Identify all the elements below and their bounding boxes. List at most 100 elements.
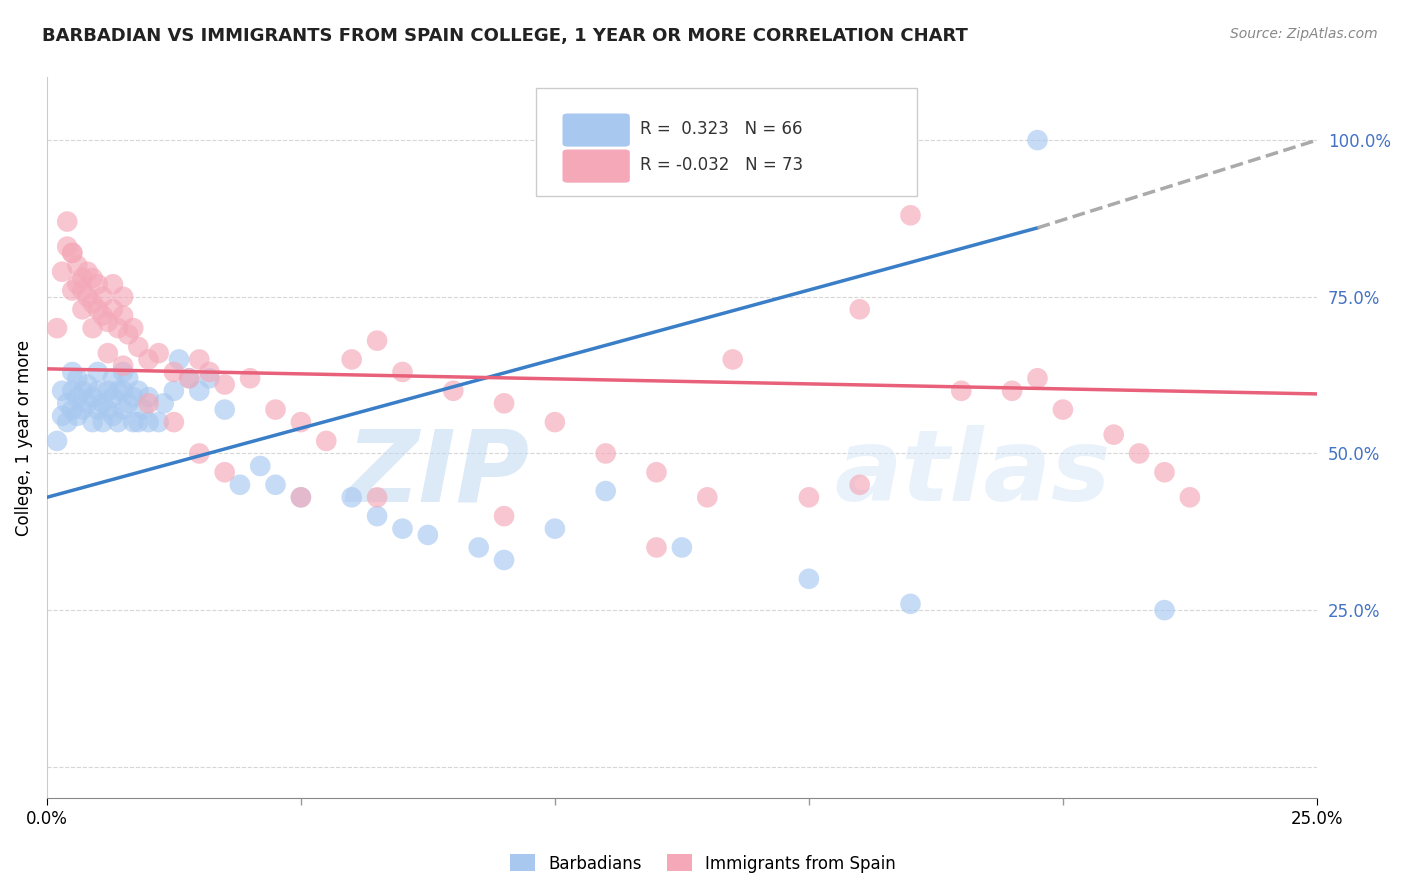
Point: [179, 371, 201, 385]
Point: [148, 346, 170, 360]
Point: [127, 340, 149, 354]
Point: [72, 284, 94, 298]
Point: [188, 446, 211, 460]
Point: [51, 265, 73, 279]
Point: [148, 415, 170, 429]
Point: [290, 491, 312, 505]
Point: [645, 465, 668, 479]
Point: [1102, 427, 1125, 442]
Point: [60, 365, 83, 379]
Y-axis label: College, 1 year or more: College, 1 year or more: [15, 340, 32, 536]
Point: [138, 352, 160, 367]
Point: [315, 434, 337, 448]
Point: [122, 321, 145, 335]
Point: [97, 315, 120, 329]
Point: [494, 553, 516, 567]
Point: [72, 302, 94, 317]
Point: [51, 384, 73, 398]
Point: [122, 390, 145, 404]
Point: [76, 377, 98, 392]
Point: [82, 321, 104, 335]
Point: [721, 352, 744, 367]
Point: [239, 371, 262, 385]
Text: atlas: atlas: [834, 425, 1111, 523]
Point: [467, 541, 489, 555]
Point: [848, 477, 870, 491]
Point: [46, 434, 69, 448]
Point: [66, 259, 89, 273]
Point: [101, 409, 124, 423]
Point: [1153, 603, 1175, 617]
Point: [138, 415, 160, 429]
Point: [595, 446, 617, 460]
Point: [56, 396, 79, 410]
Point: [1128, 446, 1150, 460]
Point: [1026, 133, 1049, 147]
Point: [290, 415, 312, 429]
Point: [132, 402, 155, 417]
Legend: Barbadians, Immigrants from Spain: Barbadians, Immigrants from Spain: [503, 847, 903, 880]
Point: [60, 384, 83, 398]
Point: [60, 246, 83, 260]
Point: [848, 302, 870, 317]
Point: [595, 484, 617, 499]
Point: [101, 371, 124, 385]
Point: [163, 365, 186, 379]
Point: [112, 309, 135, 323]
Point: [91, 396, 114, 410]
Point: [97, 384, 120, 398]
Point: [127, 415, 149, 429]
Point: [101, 302, 124, 317]
Point: [950, 384, 973, 398]
Point: [1001, 384, 1024, 398]
Point: [56, 240, 79, 254]
Point: [82, 271, 104, 285]
Text: R = -0.032   N = 73: R = -0.032 N = 73: [640, 155, 803, 174]
Point: [46, 321, 69, 335]
Point: [696, 491, 718, 505]
Point: [60, 246, 83, 260]
Point: [91, 290, 114, 304]
Point: [1178, 491, 1201, 505]
Point: [138, 390, 160, 404]
Point: [340, 491, 363, 505]
Point: [340, 352, 363, 367]
Point: [82, 390, 104, 404]
Point: [86, 302, 108, 317]
Point: [117, 396, 139, 410]
Point: [117, 327, 139, 342]
Point: [66, 277, 89, 292]
Point: [82, 415, 104, 429]
FancyBboxPatch shape: [562, 113, 630, 146]
Point: [198, 371, 221, 385]
Point: [97, 346, 120, 360]
Point: [82, 296, 104, 310]
Point: [97, 402, 120, 417]
Point: [366, 509, 388, 524]
Point: [76, 396, 98, 410]
Point: [416, 528, 439, 542]
Point: [60, 284, 83, 298]
Point: [188, 384, 211, 398]
Point: [56, 214, 79, 228]
Point: [544, 415, 567, 429]
Point: [494, 509, 516, 524]
Point: [391, 522, 413, 536]
Point: [122, 415, 145, 429]
Point: [494, 396, 516, 410]
Point: [188, 352, 211, 367]
Point: [900, 208, 922, 222]
Point: [544, 522, 567, 536]
Text: BARBADIAN VS IMMIGRANTS FROM SPAIN COLLEGE, 1 YEAR OR MORE CORRELATION CHART: BARBADIAN VS IMMIGRANTS FROM SPAIN COLLE…: [42, 27, 969, 45]
Point: [76, 265, 98, 279]
Point: [66, 371, 89, 385]
Point: [86, 365, 108, 379]
Point: [163, 415, 186, 429]
Text: R =  0.323   N = 66: R = 0.323 N = 66: [640, 120, 803, 137]
Point: [645, 541, 668, 555]
Point: [60, 402, 83, 417]
Point: [249, 458, 271, 473]
Point: [366, 334, 388, 348]
FancyBboxPatch shape: [536, 88, 917, 196]
Point: [441, 384, 464, 398]
